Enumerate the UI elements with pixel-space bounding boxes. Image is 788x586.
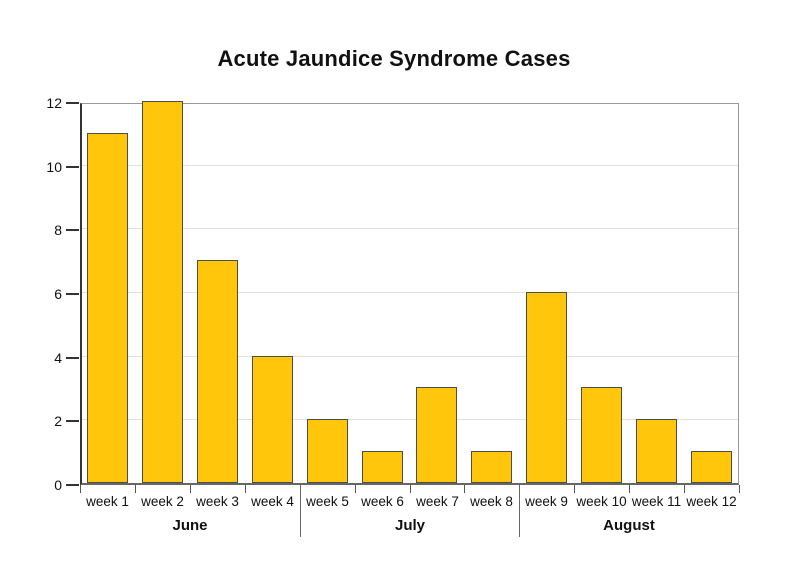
- week-label-7: week 7: [416, 494, 459, 509]
- month-label-june: June: [172, 517, 208, 534]
- x-tick-1: [135, 485, 136, 493]
- gridline-6: [82, 292, 738, 293]
- x-tick-2: [190, 485, 191, 493]
- week-label-4: week 4: [251, 494, 294, 509]
- y-tick-10: [66, 165, 79, 168]
- week-label-3: week 3: [196, 494, 239, 509]
- y-tick-label-4: 4: [54, 349, 62, 366]
- gridline-8: [82, 228, 738, 230]
- bar-week-5: [307, 419, 348, 483]
- gridline-4: [82, 355, 738, 357]
- x-tick-6: [410, 485, 411, 493]
- bar-week-1: [87, 133, 128, 483]
- x-tick-10: [629, 485, 630, 493]
- x-tick-5: [355, 485, 356, 493]
- x-tick-7: [464, 485, 465, 493]
- x-tick-11: [684, 485, 685, 493]
- week-label-12: week 12: [686, 494, 737, 509]
- x-tick-3: [245, 485, 246, 493]
- x-tick-0: [80, 485, 81, 493]
- y-tick-2: [66, 420, 79, 423]
- week-label-8: week 8: [470, 494, 513, 509]
- chart-title: Acute Jaundice Syndrome Cases: [217, 46, 571, 71]
- bar-week-8: [471, 451, 512, 483]
- week-label-2: week 2: [141, 494, 184, 509]
- y-tick-6: [66, 293, 79, 295]
- y-tick-label-2: 2: [54, 413, 62, 430]
- week-label-5: week 5: [306, 494, 349, 509]
- y-tick-label-6: 6: [54, 286, 62, 302]
- month-separator-2: [519, 485, 520, 537]
- y-tick-12: [66, 102, 79, 104]
- week-label-9: week 9: [525, 494, 568, 509]
- plot-area: [80, 101, 739, 485]
- gridline-2: [82, 419, 738, 421]
- month-separator-1: [300, 485, 301, 537]
- week-label-11: week 11: [631, 494, 682, 509]
- bar-week-9: [526, 292, 567, 483]
- bar-week-12: [691, 451, 732, 483]
- y-tick-0: [66, 484, 79, 486]
- y-tick-label-8: 8: [54, 222, 62, 239]
- bar-week-2: [142, 101, 183, 483]
- y-tick-label-12: 12: [46, 95, 62, 111]
- bar-week-3: [197, 260, 238, 483]
- week-label-1: week 1: [86, 494, 129, 509]
- bar-week-10: [581, 387, 622, 483]
- week-label-6: week 6: [361, 494, 404, 509]
- x-tick-12: [739, 485, 740, 493]
- bar-week-4: [252, 356, 293, 483]
- x-tick-9: [574, 485, 575, 493]
- bar-week-11: [636, 419, 677, 483]
- bar-week-6: [362, 451, 403, 483]
- gridline-10: [82, 164, 738, 166]
- y-tick-8: [66, 229, 79, 232]
- y-tick-4: [66, 356, 79, 359]
- week-label-10: week 10: [576, 494, 627, 509]
- y-tick-label-0: 0: [54, 477, 62, 493]
- month-label-august: August: [603, 517, 655, 534]
- y-tick-label-10: 10: [46, 158, 62, 175]
- bar-week-7: [416, 387, 457, 483]
- month-label-july: July: [394, 517, 425, 534]
